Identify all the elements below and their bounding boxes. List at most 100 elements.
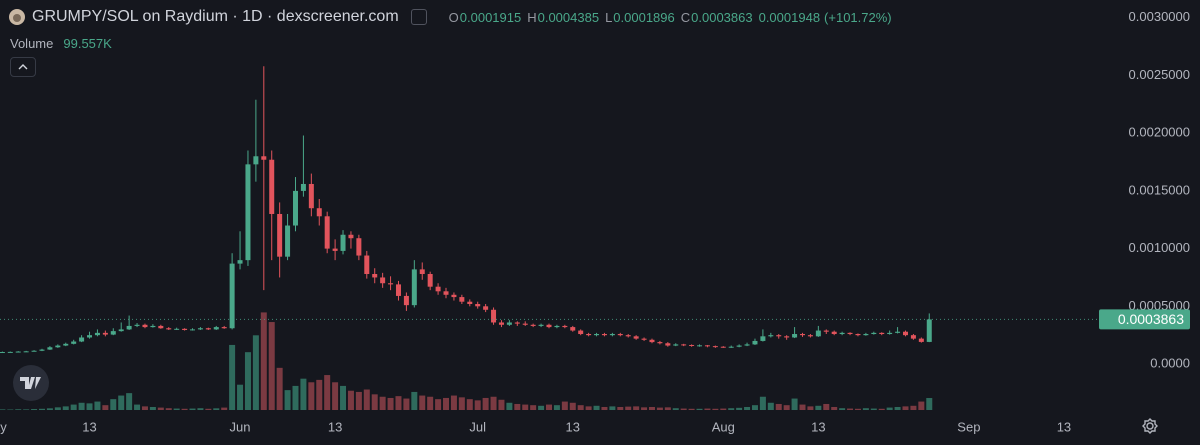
candle-body [689, 344, 695, 346]
volume-bar [205, 408, 212, 410]
candle-body [261, 156, 267, 160]
candle-body [285, 225, 291, 257]
volume-bar [854, 408, 861, 410]
volume-bar [474, 400, 481, 410]
candle-body [538, 324, 544, 326]
volume-bar [102, 405, 109, 410]
candle-body [7, 351, 13, 353]
volume-bar [910, 405, 917, 410]
volume-bar [680, 408, 687, 410]
candle-body [63, 343, 69, 346]
volume-bar [387, 397, 394, 410]
low-label: L [605, 9, 613, 25]
volume-readout: Volume 99.557K [10, 36, 112, 51]
collapse-button[interactable] [10, 57, 36, 77]
volume-bar [292, 385, 299, 410]
volume-bar [553, 405, 560, 410]
volume-bar [332, 382, 339, 410]
candle-body [182, 328, 188, 330]
y-tick-label: 0.0010000 [1129, 240, 1190, 255]
volume-bar [656, 407, 663, 410]
candle-body [395, 284, 401, 296]
volume-bar [181, 408, 188, 410]
candle-body [601, 334, 607, 336]
candle-body [443, 291, 449, 295]
candle-body [776, 335, 782, 337]
volume-bar [894, 406, 901, 410]
candle-body [506, 322, 512, 325]
candle-body [15, 351, 21, 353]
volume-label: Volume [10, 36, 54, 51]
logo-glyph [20, 377, 41, 389]
candle-body [292, 190, 298, 226]
candle-body [348, 234, 354, 239]
volume-bar [498, 399, 505, 410]
volume-bar [514, 403, 521, 410]
chevron-icon [18, 64, 28, 70]
volume-bar [213, 408, 220, 410]
volume-bar [617, 406, 624, 410]
candle-body [855, 334, 861, 336]
volume-bar [601, 406, 608, 410]
volume-bar [347, 390, 354, 410]
volume-bar [577, 405, 584, 410]
candle-body [134, 324, 140, 326]
ohlc-readout: O 0.0001915 H 0.0004385 L 0.0001896 C 0.0003… [443, 10, 892, 25]
volume-bar [237, 384, 244, 410]
volume-bar [593, 405, 600, 410]
change-value: 0.0001948 [758, 9, 821, 25]
candle-body [879, 332, 885, 335]
volume-bar [720, 408, 727, 410]
candle-body [419, 269, 425, 274]
volume-bar [403, 398, 410, 410]
candle-body [23, 351, 29, 353]
candle-body [190, 329, 196, 331]
candle-body [475, 304, 481, 307]
close-label: C [680, 9, 691, 25]
settings-icon[interactable] [1142, 418, 1158, 434]
candle-body [491, 309, 497, 323]
candle-body [300, 183, 306, 191]
volume-bar [70, 404, 77, 410]
volume-bar [839, 408, 846, 410]
visibility-toggle[interactable] [410, 9, 427, 25]
volume-bar [324, 375, 331, 410]
candle-body [467, 301, 473, 305]
volume-bar [759, 396, 766, 410]
open-label: O [448, 9, 459, 25]
volume-bar [363, 389, 370, 410]
candle-body [594, 334, 600, 336]
x-tick-label: Sep [957, 419, 980, 434]
candle-body [744, 344, 750, 346]
volume-bar [340, 385, 347, 410]
x-tick-label: Jun [230, 419, 251, 434]
last-price-label: 0.0003863 [1118, 311, 1184, 327]
volume-bar [197, 408, 204, 410]
volume-bar [744, 406, 751, 410]
x-tick-label: May [0, 419, 7, 434]
volume-bar [276, 367, 283, 410]
candle-body [277, 213, 283, 257]
candle-body [895, 331, 901, 333]
candle-body [229, 263, 235, 329]
volume-bar [807, 406, 814, 410]
volume-bar [118, 395, 125, 410]
volume-bar [7, 409, 14, 411]
high-value: 0.0004385 [537, 9, 600, 25]
candle-body [657, 342, 663, 344]
open-value: 0.0001915 [459, 9, 522, 25]
candle-body [609, 334, 615, 336]
last-price-badge [1099, 309, 1190, 330]
volume-bar [704, 408, 711, 410]
tv-logo[interactable] [13, 365, 49, 401]
volume-bar [110, 399, 117, 410]
candle-body [768, 335, 774, 337]
volume-bar [411, 391, 418, 410]
volume-bar [918, 401, 925, 410]
volume-bar [94, 401, 101, 410]
volume-bar [538, 405, 545, 410]
candle-body [213, 327, 219, 330]
y-tick-label: 0.0025000 [1129, 67, 1190, 82]
candle-body [324, 216, 330, 249]
volume-bar [395, 396, 402, 410]
